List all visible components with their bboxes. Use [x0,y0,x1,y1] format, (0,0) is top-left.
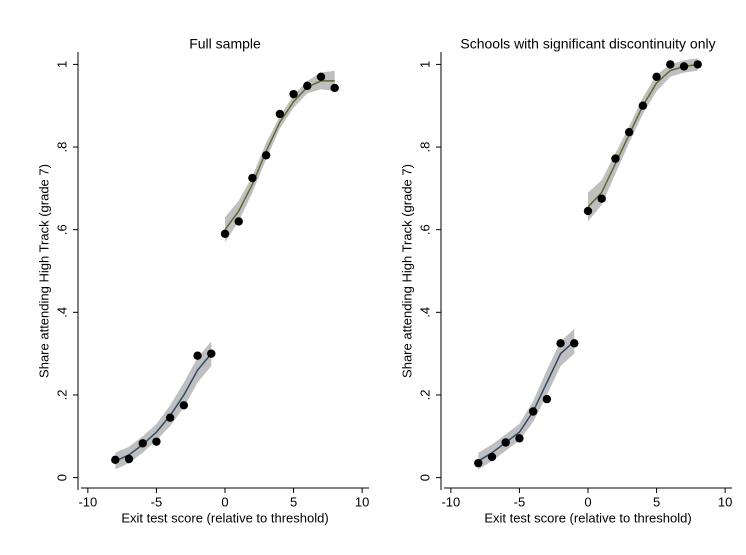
x-tick-label: 5 [290,494,297,509]
panel: Schools with significant discontinuity o… [399,36,732,526]
data-point [570,339,579,348]
data-point [528,407,538,416]
y-tick-label: .8 [54,142,69,153]
data-point [624,127,634,137]
data-point [275,109,285,119]
y-tick-label: 0 [417,474,432,481]
y-tick-label: .8 [417,142,432,153]
confidence-band [225,70,335,243]
data-point [638,101,648,110]
y-tick-label: .4 [54,307,69,318]
panel-title: Full sample [189,36,261,52]
y-tick-label: .4 [417,307,432,318]
data-point [501,438,510,447]
y-axis-label: Share attending High Track (grade 7) [399,164,414,378]
confidence-band [478,328,575,470]
x-tick-label: 10 [355,494,369,509]
confidence-band [588,58,698,222]
data-point [165,413,175,422]
data-point [124,454,134,464]
x-tick-label: 10 [718,494,732,509]
data-point [220,229,230,239]
data-point [316,72,326,81]
data-point [542,394,552,404]
data-point [111,455,120,465]
data-point [138,439,147,448]
y-tick-label: .6 [417,224,432,235]
data-point [248,173,257,183]
data-point [583,206,593,216]
data-point [261,151,271,160]
data-point [556,339,565,348]
y-tick-label: 1 [417,61,432,68]
data-point [515,434,524,443]
y-tick-label: .2 [54,390,69,401]
data-point [303,81,312,91]
data-point [234,217,243,226]
data-point [193,351,202,360]
data-point [679,62,689,71]
data-point [289,89,298,99]
x-axis-label: Exit test score (relative to threshold) [121,510,328,525]
panel-title: Schools with significant discontinuity o… [460,36,715,52]
panel: Full sample 0 .2 .4 .6 .8 1 -10 -5 0 5 10 Exit test … [36,36,369,526]
x-tick-label: 0 [221,494,228,509]
x-tick-label: -5 [151,494,163,509]
x-tick-label: -5 [514,494,526,509]
fit-line [224,80,335,231]
y-tick-label: 0 [54,474,69,481]
data-point [474,458,483,468]
data-point [611,154,620,163]
data-point [207,349,216,358]
data-point [152,437,161,446]
data-point [666,60,675,69]
x-tick-label: 5 [653,494,660,509]
data-point [330,83,339,93]
data-point [179,401,189,410]
y-tick-label: 1 [54,61,69,68]
fit-line [587,63,698,208]
data-point [487,452,497,462]
data-point [693,60,702,69]
y-tick-label: .6 [54,224,69,235]
confidence-band [115,341,212,470]
x-tick-label: -10 [441,494,460,509]
x-tick-label: -10 [78,494,97,509]
y-axis-label: Share attending High Track (grade 7) [36,164,51,378]
y-tick-label: .2 [417,390,432,401]
fit-line [477,340,575,462]
fit-line [114,353,212,462]
x-axis-label: Exit test score (relative to threshold) [484,510,691,525]
data-point [597,194,606,203]
data-point [652,72,661,81]
x-tick-label: 0 [584,494,591,509]
